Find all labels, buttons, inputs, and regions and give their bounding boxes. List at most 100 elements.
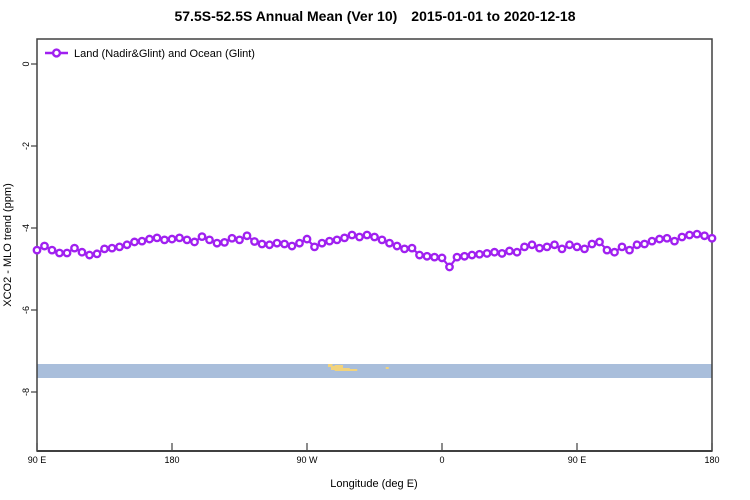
- data-point: [707, 233, 717, 243]
- data-point: [520, 242, 529, 252]
- data-point: [475, 249, 484, 259]
- data-point: [572, 242, 582, 252]
- data-point: [557, 244, 567, 254]
- data-point: [235, 235, 244, 245]
- data-point: [490, 247, 499, 257]
- data-point: [467, 250, 477, 260]
- data-point: [62, 248, 72, 258]
- data-point: [205, 235, 214, 245]
- data-point: [647, 236, 657, 246]
- data-point: [302, 234, 312, 244]
- chart-title-dates: 2015-01-01 to 2020-12-18: [411, 8, 576, 24]
- y-tick-label: -2: [21, 142, 31, 150]
- data-point: [182, 235, 192, 245]
- data-point: [407, 243, 417, 253]
- chart-title-range: 57.5S-52.5S Annual Mean (Ver 10): [174, 8, 398, 24]
- data-point: [317, 238, 327, 248]
- data-point: [175, 233, 184, 243]
- data-point: [565, 240, 574, 250]
- data-point: [617, 242, 627, 252]
- data-point: [377, 235, 387, 245]
- map-land-patch: [349, 369, 358, 371]
- data-point: [400, 244, 409, 254]
- map-land-patch: [385, 367, 389, 369]
- data-point: [677, 232, 687, 242]
- data-point: [130, 237, 139, 247]
- data-point: [160, 235, 169, 245]
- data-point: [85, 250, 94, 260]
- y-tick-label: 0: [21, 61, 31, 66]
- x-tick-label: 0: [439, 455, 444, 465]
- data-point: [347, 230, 357, 240]
- data-point: [685, 230, 694, 240]
- data-point: [700, 231, 709, 241]
- data-point: [242, 231, 252, 241]
- x-axis-label: Longitude (deg E): [330, 478, 417, 490]
- data-point: [625, 245, 634, 255]
- data-point: [460, 251, 469, 261]
- data-point: [505, 246, 514, 256]
- data-point: [527, 240, 537, 250]
- data-point: [362, 230, 372, 240]
- data-point: [430, 252, 439, 262]
- data-point: [437, 253, 447, 263]
- data-point: [550, 240, 559, 250]
- data-point: [332, 235, 342, 245]
- map-land-patch: [328, 364, 333, 367]
- data-point: [212, 238, 222, 248]
- data-point: [55, 248, 64, 258]
- data-point: [595, 237, 604, 247]
- map-ocean-band: [37, 364, 712, 378]
- data-point: [370, 232, 379, 242]
- data-point: [197, 232, 207, 242]
- data-point: [512, 247, 522, 257]
- data-point: [152, 233, 162, 243]
- data-point: [662, 233, 672, 243]
- data-point: [580, 244, 589, 254]
- data-point: [137, 236, 147, 246]
- y-tick-label: -8: [21, 388, 31, 396]
- data-point: [280, 239, 289, 249]
- legend-label: Land (Nadir&Glint) and Ocean (Glint): [74, 48, 255, 60]
- y-tick-label: -6: [21, 306, 31, 314]
- data-point: [77, 247, 87, 257]
- y-axis-label: XCO2 - MLO trend (ppm): [2, 183, 14, 306]
- x-tick-label: 90 W: [296, 455, 318, 465]
- data-point: [257, 239, 267, 249]
- data-point: [287, 241, 297, 251]
- data-point: [122, 240, 132, 250]
- data-point: [92, 249, 102, 259]
- data-point: [325, 236, 334, 246]
- x-tick-label: 90 E: [568, 455, 587, 465]
- x-tick-label: 180: [704, 455, 719, 465]
- data-point: [452, 252, 462, 262]
- map-land-patch: [341, 368, 350, 371]
- data-point: [422, 251, 432, 261]
- data-point: [100, 244, 109, 254]
- x-tick-label: 180: [164, 455, 179, 465]
- data-point: [355, 232, 364, 242]
- data-point: [632, 240, 642, 250]
- data-point: [497, 249, 507, 258]
- data-point: [655, 234, 664, 244]
- data-point: [340, 233, 349, 243]
- data-point: [610, 247, 619, 257]
- data-point: [602, 245, 612, 255]
- legend-marker-icon: [51, 48, 62, 58]
- data-point: [482, 249, 492, 258]
- data-point: [385, 238, 394, 248]
- data-point: [167, 234, 177, 244]
- data-point: [32, 245, 42, 255]
- data-point: [227, 233, 237, 243]
- plot-border: [36, 38, 713, 452]
- data-point: [145, 234, 154, 244]
- data-point: [265, 240, 274, 250]
- data-point: [415, 250, 424, 260]
- map-land-patch: [334, 365, 343, 371]
- data-point: [670, 236, 679, 246]
- data-point: [107, 243, 117, 253]
- data-point: [587, 239, 597, 249]
- x-tick-label: 90 E: [28, 455, 47, 465]
- data-point: [392, 241, 402, 251]
